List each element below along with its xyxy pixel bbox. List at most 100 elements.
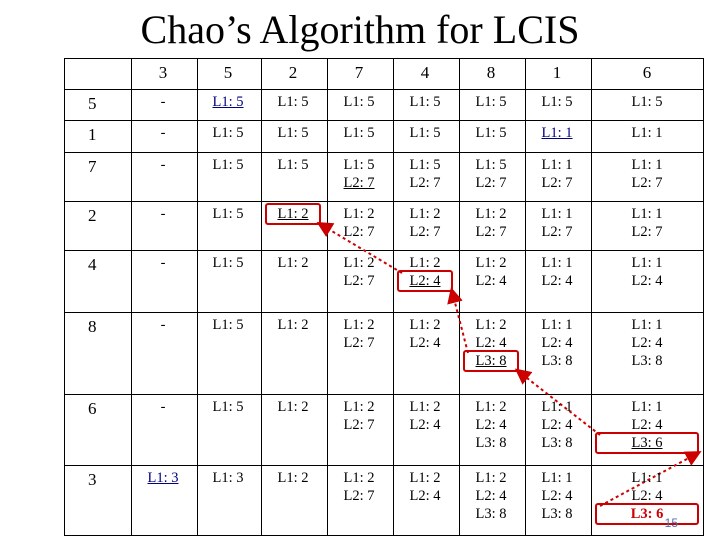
table-cell: L1: 1 L2: 4 (590, 254, 704, 290)
cell-entry: L3: 8 (541, 353, 573, 369)
table-cell: L1: 1 L2: 4 L3: 8 (524, 398, 590, 452)
column-header: 7 (354, 63, 364, 82)
table-cell: L1: 2 L2: 7 (458, 205, 524, 241)
table-cell: L1: 5 (196, 254, 260, 272)
cell-entry: L1: 2 (343, 470, 375, 486)
cell-entry: L2: 4 (475, 488, 507, 504)
cell-entry: L1: 1 (541, 399, 573, 415)
cell-entry: L3: 8 (541, 506, 573, 522)
cell-entry: L1: 5 (212, 399, 244, 415)
cell-entry: L2: 4 (475, 335, 507, 351)
cell-entry: L1: 5 (409, 125, 441, 141)
cell-entry: L3: 6 (630, 506, 664, 522)
table-cell: - (130, 316, 196, 334)
cell-entry: L1: 5 (212, 255, 244, 271)
table-cell: - (130, 254, 196, 272)
table-cell: L1: 2 L2: 7 (392, 205, 458, 241)
row-header: 4 (88, 255, 97, 274)
cell-entry: L1: 2 (277, 470, 309, 486)
table-cell: L1: 1 L2: 4 L3: 6 (590, 469, 704, 523)
cell-entry: L2: 7 (343, 273, 375, 289)
table-cell: L1: 5 (196, 398, 260, 416)
table-cell: L1: 5 (458, 93, 524, 111)
table-cell: L1: 5 L2: 7 (326, 156, 392, 192)
row-header: 3 (88, 470, 97, 489)
table-cell: - (130, 156, 196, 174)
row-header: 6 (88, 399, 97, 418)
row-header: 2 (88, 206, 97, 225)
cell-entry: L1: 2 (475, 255, 507, 271)
grid-horizontal-line (65, 120, 703, 121)
cell-entry: - (160, 255, 166, 271)
table-cell: L1: 1 L2: 7 (524, 156, 590, 192)
cell-entry: L3: 6 (631, 435, 663, 451)
cell-entry: L3: 8 (541, 435, 573, 451)
table-cell: L1: 2 L2: 4 L3: 8 (458, 398, 524, 452)
grid-horizontal-line (65, 250, 703, 251)
cell-entry: - (160, 94, 166, 110)
column-header: 6 (642, 63, 652, 82)
cell-entry: L1: 1 (631, 125, 663, 141)
grid-horizontal-line (65, 394, 703, 395)
table-cell: - (130, 124, 196, 142)
table-cell: L1: 1 L2: 7 (590, 156, 704, 192)
cell-entry: L2: 4 (631, 335, 663, 351)
cell-entry: L2: 7 (343, 488, 375, 504)
table-cell: L1: 5 (524, 93, 590, 111)
cell-entry: L1: 2 (409, 317, 441, 333)
table-cell: L1: 1 (590, 124, 704, 142)
table-cell: L1: 2 L2: 7 (326, 205, 392, 241)
cell-entry: L1: 1 (631, 255, 663, 271)
table-cell: L1: 2 (260, 254, 326, 272)
table-cell: - (130, 205, 196, 223)
table-cell: L1: 1 (524, 124, 590, 142)
cell-entry: L2: 7 (343, 175, 375, 191)
cell-entry: L2: 4 (409, 488, 441, 504)
cell-entry: L2: 7 (409, 224, 441, 240)
cell-entry: L1: 2 (343, 317, 375, 333)
cell-entry: L1: 1 (541, 157, 573, 173)
cell-entry: L1: 5 (212, 94, 244, 110)
grid-horizontal-line (65, 201, 703, 202)
table-cell: L1: 2 L2: 4 L3: 8 (458, 469, 524, 523)
table-cell: L1: 1 L2: 4 L3: 6 (590, 398, 704, 452)
cell-entry: L1: 5 (212, 125, 244, 141)
cell-entry: L3: 8 (475, 506, 507, 522)
table-cell: L1: 3 (196, 469, 260, 487)
table-cell: L1: 3 (130, 469, 196, 487)
grid-vertical-line (525, 59, 526, 535)
cell-entry: L2: 7 (343, 335, 375, 351)
cell-entry: - (160, 317, 166, 333)
table-cell: L1: 5 L2: 7 (392, 156, 458, 192)
row-header: 8 (88, 317, 97, 336)
grid-vertical-line (393, 59, 394, 535)
table-cell: - (130, 398, 196, 416)
cell-entry: L1: 5 (212, 157, 244, 173)
cell-entry: L1: 5 (343, 157, 375, 173)
row-header: 1 (88, 125, 97, 144)
cell-entry: L2: 7 (409, 175, 441, 191)
cell-entry: L2: 7 (631, 224, 663, 240)
table-cell: L1: 1 L2: 7 (524, 205, 590, 241)
table-cell: L1: 2 (260, 205, 326, 223)
cell-entry: L1: 1 (541, 255, 573, 271)
cell-entry: L1: 2 (343, 255, 375, 271)
cell-entry: L1: 5 (475, 125, 507, 141)
table-cell: L1: 2 (260, 398, 326, 416)
table-cell: L1: 1 L2: 4 (524, 254, 590, 290)
column-header: 5 (223, 63, 233, 82)
table-cell: L1: 5 (196, 124, 260, 142)
cell-entry: L2: 7 (541, 175, 573, 191)
table-cell: L1: 5 L2: 7 (458, 156, 524, 192)
cell-entry: L1: 5 (277, 94, 309, 110)
cell-entry: L1: 2 (277, 255, 309, 271)
cell-entry: L3: 8 (475, 353, 507, 369)
table-cell: L1: 5 (260, 93, 326, 111)
table-cell: L1: 2 L2: 4 L3: 8 (458, 316, 524, 370)
cell-entry: L1: 3 (212, 470, 244, 486)
table-cell: L1: 5 (196, 156, 260, 174)
cell-entry: L1: 2 (409, 206, 441, 222)
cell-entry: L2: 4 (631, 488, 663, 504)
cell-entry: L1: 5 (277, 125, 309, 141)
cell-entry: L2: 4 (409, 273, 441, 289)
